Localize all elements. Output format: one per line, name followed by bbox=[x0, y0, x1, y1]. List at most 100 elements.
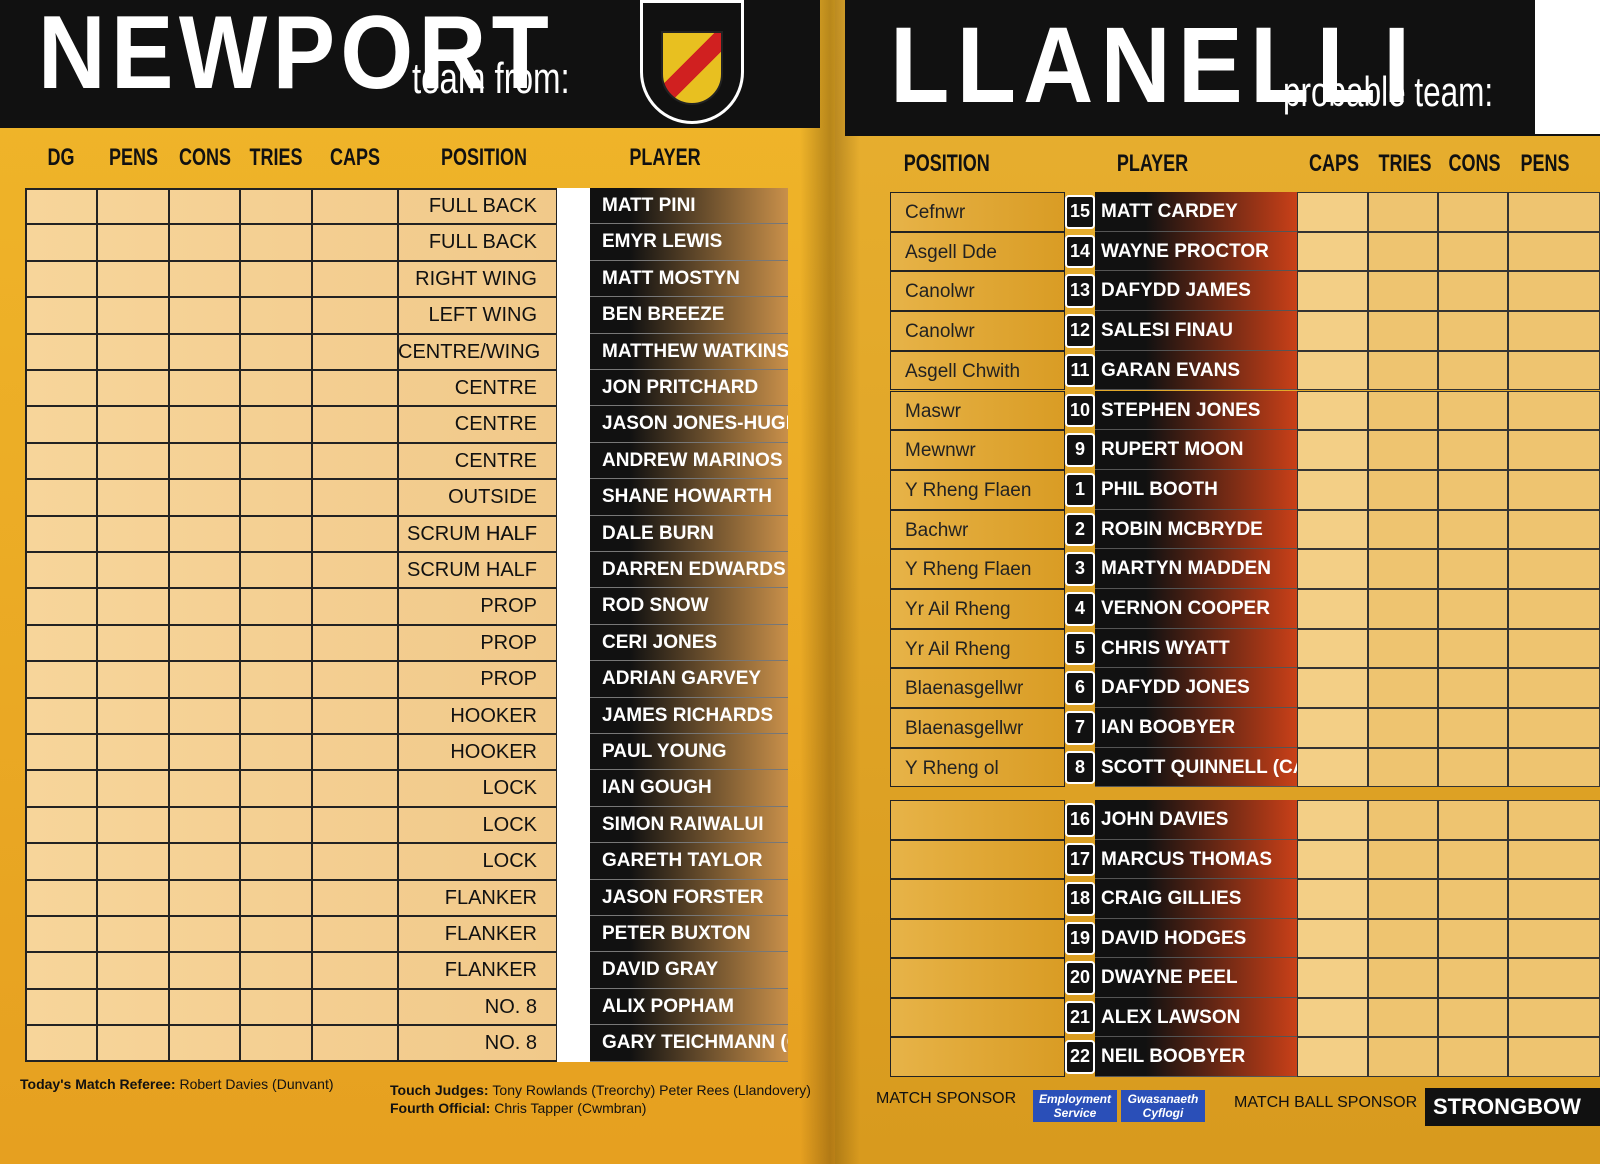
table-cell bbox=[25, 260, 97, 298]
table-cell bbox=[169, 479, 240, 516]
table-cell bbox=[312, 952, 398, 989]
table-cell bbox=[97, 297, 169, 334]
table-cell bbox=[25, 879, 97, 916]
table-cell bbox=[1297, 628, 1368, 669]
white-strip bbox=[557, 806, 590, 844]
table-cell bbox=[1438, 549, 1508, 589]
number-badge: 3 bbox=[1065, 552, 1095, 586]
table-cell bbox=[240, 770, 312, 807]
table-cell bbox=[1297, 879, 1368, 919]
table-cell bbox=[1297, 271, 1368, 312]
table-cell bbox=[1368, 350, 1438, 391]
table-cell bbox=[1438, 271, 1508, 312]
player-cell: JAMES RICHARDS bbox=[590, 697, 788, 734]
table-cell bbox=[25, 479, 97, 516]
table-cell bbox=[398, 1025, 557, 1062]
player-cell: SCOTT QUINNELL (CAPT) bbox=[1095, 747, 1297, 788]
table-cell bbox=[25, 770, 97, 807]
table-cell bbox=[1297, 1037, 1368, 1077]
white-strip bbox=[557, 297, 590, 334]
table-cell bbox=[97, 333, 169, 370]
table-cell bbox=[1438, 668, 1508, 709]
number-badge: 19 bbox=[1065, 921, 1095, 955]
table-cell bbox=[240, 624, 312, 662]
table-cell bbox=[1508, 918, 1600, 958]
number-badge: 9 bbox=[1065, 433, 1095, 467]
table-cell bbox=[97, 479, 169, 516]
table-cell bbox=[1508, 879, 1600, 919]
table-cell bbox=[1438, 708, 1508, 748]
position-cell bbox=[890, 800, 1065, 840]
table-cell bbox=[25, 843, 97, 880]
official-role: Touch Judges: bbox=[390, 1082, 489, 1098]
table-cell bbox=[1508, 469, 1600, 510]
position-cell: Asgell Chwith bbox=[890, 350, 1065, 391]
number-badge: 22 bbox=[1065, 1040, 1095, 1074]
player-cell: ALIX POPHAM bbox=[590, 988, 788, 1026]
table-cell bbox=[1438, 589, 1508, 629]
table-cell bbox=[25, 515, 97, 552]
position-cell: CENTRE bbox=[454, 449, 537, 472]
number-badge: 18 bbox=[1065, 882, 1095, 916]
player-cell: MATT CARDEY bbox=[1095, 192, 1297, 232]
table-cell bbox=[398, 297, 557, 334]
position-cell: PROP bbox=[480, 668, 537, 691]
position-cell: Cefnwr bbox=[890, 192, 1065, 232]
table-cell bbox=[25, 552, 97, 589]
position-cell bbox=[890, 958, 1065, 998]
white-strip bbox=[557, 406, 590, 443]
table-cell bbox=[1508, 800, 1600, 840]
table-cell bbox=[1368, 918, 1438, 958]
table-cell bbox=[1368, 1037, 1438, 1077]
table-cell bbox=[1508, 430, 1600, 470]
official-line: Touch Judges: Tony Rowlands (Treorchy) P… bbox=[390, 1082, 811, 1098]
table-cell bbox=[398, 624, 557, 662]
table-cell bbox=[97, 806, 169, 844]
white-strip bbox=[557, 515, 590, 552]
position-cell: Bachwr bbox=[890, 509, 1065, 550]
table-cell bbox=[97, 916, 169, 953]
table-cell bbox=[312, 697, 398, 734]
table-cell bbox=[169, 224, 240, 261]
player-cell: NEIL BOOBYER bbox=[1095, 1037, 1297, 1077]
table-cell bbox=[169, 297, 240, 334]
table-cell bbox=[169, 624, 240, 662]
table-cell bbox=[1297, 668, 1368, 709]
table-cell bbox=[1368, 469, 1438, 510]
position-cell: LEFT WING bbox=[428, 304, 537, 327]
player-cell: ADRIAN GARVEY bbox=[590, 661, 788, 698]
table-cell bbox=[97, 879, 169, 916]
table-cell bbox=[240, 879, 312, 916]
table-cell bbox=[169, 734, 240, 771]
table-cell bbox=[1368, 800, 1438, 840]
table-cell bbox=[1368, 747, 1438, 788]
number-badge: 4 bbox=[1065, 592, 1095, 626]
table-cell bbox=[1297, 549, 1368, 589]
table-cell bbox=[25, 333, 97, 370]
white-strip bbox=[557, 916, 590, 953]
player-cell: GARETH TAYLOR bbox=[590, 843, 788, 880]
position-cell bbox=[890, 918, 1065, 958]
table-cell bbox=[169, 661, 240, 698]
table-cell bbox=[1368, 958, 1438, 998]
official-name: Robert Davies (Dunvant) bbox=[179, 1076, 334, 1092]
table-cell bbox=[1297, 997, 1368, 1037]
player-cell: CRAIG GILLIES bbox=[1095, 879, 1297, 919]
table-cell bbox=[398, 916, 557, 953]
position-cell: FULL BACK bbox=[428, 231, 537, 254]
table-cell bbox=[1438, 958, 1508, 998]
table-cell bbox=[169, 552, 240, 589]
player-cell: PAUL YOUNG bbox=[590, 734, 788, 771]
table-cell bbox=[169, 442, 240, 480]
table-cell bbox=[240, 370, 312, 407]
player-cell: ROD SNOW bbox=[590, 588, 788, 625]
table-cell bbox=[240, 552, 312, 589]
player-cell: DAVID HODGES bbox=[1095, 918, 1297, 958]
table-cell bbox=[97, 1025, 169, 1062]
player-cell: GARY TEICHMANN (CAPT) bbox=[590, 1025, 788, 1062]
table-cell bbox=[240, 406, 312, 443]
table-cell bbox=[97, 988, 169, 1026]
table-cell bbox=[1508, 668, 1600, 709]
position-cell: Y Rheng Flaen bbox=[890, 549, 1065, 589]
